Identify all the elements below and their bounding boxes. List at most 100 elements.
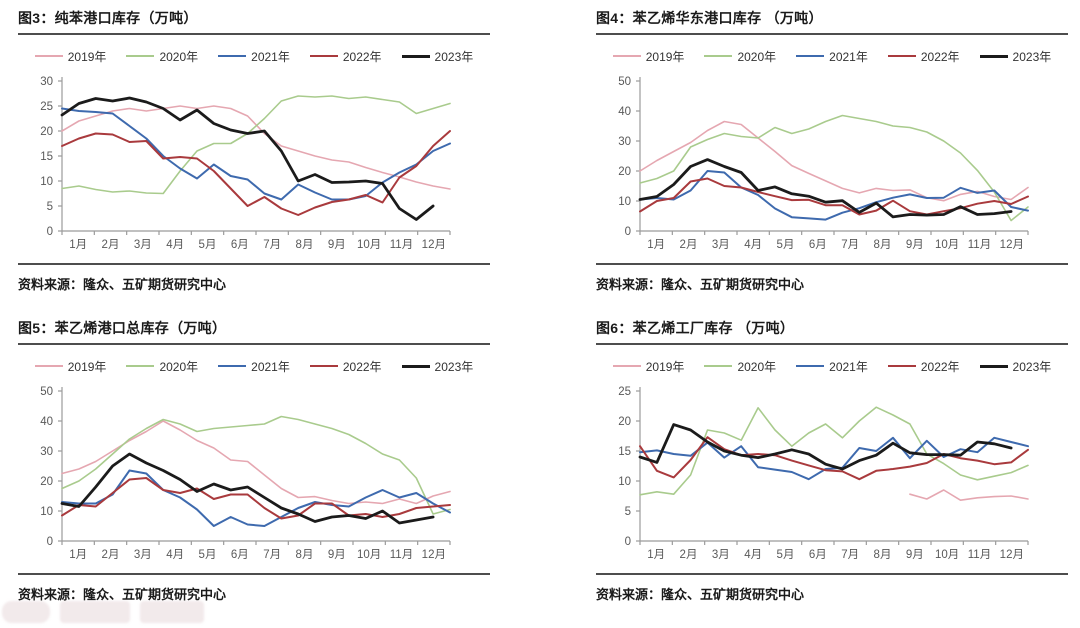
legend-line-swatch [796, 364, 825, 368]
svg-text:8月: 8月 [296, 549, 314, 561]
svg-text:2月: 2月 [102, 549, 120, 561]
svg-text:6月: 6月 [809, 549, 827, 561]
svg-text:10月: 10月 [935, 549, 959, 561]
watermark-shape [0, 598, 52, 625]
svg-text:50: 50 [618, 76, 631, 88]
legend-label: 2020年 [159, 49, 199, 64]
legend-item-2022年: 2022年 [887, 358, 960, 375]
svg-text:10月: 10月 [935, 239, 959, 251]
legend-item-2022年: 2022年 [309, 358, 382, 375]
legend-item-2022年: 2022年 [309, 48, 382, 65]
legend-item-2019年: 2019年 [612, 358, 685, 375]
legend-line-swatch [126, 55, 155, 57]
svg-text:5: 5 [47, 201, 53, 213]
chart-title: 图3：纯苯港口库存（万吨） [18, 10, 198, 26]
chart-area: 0 5 10 15 20 25 1月 2月 3月 4月 5月 6月 7月 8月 9月 10月 11月 12月 [596, 377, 1068, 573]
svg-text:10: 10 [40, 506, 53, 518]
legend-line-swatch [34, 365, 63, 367]
svg-text:9月: 9月 [906, 549, 924, 561]
line-chart-fig6: 0 5 10 15 20 25 1月 2月 3月 4月 5月 6月 7月 8月 9月 10月 11月 12月 [618, 386, 1029, 561]
svg-text:50: 50 [40, 386, 53, 398]
legend-label: 2022年 [920, 359, 960, 374]
svg-text:0: 0 [625, 536, 631, 548]
svg-text:7月: 7月 [841, 549, 859, 561]
legend-label: 2022年 [920, 49, 960, 64]
legend-label: 2023年 [434, 49, 474, 64]
legend-item-2021年: 2021年 [218, 48, 290, 65]
chart-area: 0 10 20 30 40 50 1月 2月 3月 4月 5月 6月 7月 8月 9月 10月 11月 12月 [18, 377, 490, 573]
chart-panel-fig3: 图3：纯苯港口库存（万吨） 2019年 2020年 2021年 2022年 2023年 … [18, 6, 490, 312]
svg-text:10月: 10月 [357, 549, 381, 561]
svg-text:25: 25 [618, 386, 631, 398]
svg-text:2月: 2月 [102, 239, 120, 251]
svg-text:0: 0 [625, 226, 631, 238]
legend-line-swatch [887, 364, 916, 368]
svg-text:0: 0 [47, 226, 53, 238]
svg-text:5: 5 [625, 506, 631, 518]
svg-text:3月: 3月 [712, 239, 730, 251]
legend-label: 2021年 [251, 359, 290, 374]
chart-panel-fig4: 图4：苯乙烯华东港口库存 （万吨） 2019年 2020年 2021年 2022年 20… [596, 6, 1068, 312]
title-divider [18, 343, 490, 345]
legend-label: 2023年 [1012, 49, 1052, 64]
chart-legend: 2019年 2020年 2021年 2022年 2023年 [18, 357, 490, 375]
svg-text:11月: 11月 [968, 549, 991, 561]
legend-line-swatch [401, 364, 430, 368]
legend-item-2023年: 2023年 [401, 48, 474, 65]
watermark [0, 595, 215, 628]
legend-label: 2019年 [645, 359, 685, 374]
svg-text:8月: 8月 [874, 549, 892, 561]
watermark-shape [138, 598, 206, 625]
svg-text:4月: 4月 [744, 549, 762, 561]
chart-bottom-divider [596, 263, 1068, 265]
title-divider [18, 33, 490, 35]
chart-title: 图4：苯乙烯华东港口库存 （万吨） [596, 10, 823, 26]
svg-text:4月: 4月 [166, 239, 184, 251]
svg-text:6月: 6月 [809, 239, 827, 251]
chart-bottom-divider [18, 573, 490, 575]
svg-text:2月: 2月 [680, 549, 698, 561]
svg-text:11月: 11月 [390, 549, 413, 561]
chart-legend: 2019年 2020年 2021年 2022年 2023年 [18, 47, 490, 65]
legend-label: 2020年 [737, 49, 777, 64]
svg-text:5月: 5月 [777, 239, 795, 251]
chart-source: 资料来源：隆众、五矿期货研究中心 [596, 277, 805, 292]
svg-text:1月: 1月 [69, 549, 87, 561]
legend-line-swatch [401, 54, 430, 58]
chart-title: 图5：苯乙烯港口总库存（万吨） [18, 320, 227, 336]
legend-item-2022年: 2022年 [887, 48, 960, 65]
legend-label: 2023年 [434, 359, 474, 374]
svg-text:15: 15 [618, 446, 631, 458]
legend-item-2020年: 2020年 [126, 358, 198, 375]
legend-line-swatch [979, 364, 1008, 368]
svg-text:20: 20 [40, 476, 53, 488]
svg-text:1月: 1月 [69, 239, 87, 251]
svg-text:8月: 8月 [874, 239, 892, 251]
svg-text:7月: 7月 [841, 239, 859, 251]
svg-text:4月: 4月 [744, 239, 762, 251]
legend-line-swatch [309, 364, 338, 368]
svg-text:30: 30 [618, 136, 631, 148]
svg-text:20: 20 [618, 166, 631, 178]
svg-text:7月: 7月 [263, 549, 281, 561]
svg-text:3月: 3月 [134, 239, 152, 251]
legend-label: 2021年 [829, 49, 868, 64]
legend-label: 2022年 [342, 359, 382, 374]
title-divider [596, 33, 1068, 35]
legend-item-2019年: 2019年 [34, 48, 106, 65]
chart-panel-fig5: 图5：苯乙烯港口总库存（万吨） 2019年 2020年 2021年 2022年 2023… [18, 316, 490, 622]
svg-text:10: 10 [40, 176, 53, 188]
svg-text:3月: 3月 [712, 549, 730, 561]
svg-text:30: 30 [40, 76, 53, 88]
legend-line-swatch [309, 54, 338, 58]
legend-item-2021年: 2021年 [218, 358, 290, 375]
legend-item-2020年: 2020年 [126, 48, 198, 65]
legend-label: 2019年 [67, 359, 107, 374]
svg-text:1月: 1月 [647, 549, 665, 561]
legend-label: 2019年 [645, 49, 685, 64]
chart-area: 0 5 10 15 20 25 30 1月 2月 3月 4月 5月 6月 7月 8月 9月 10月 11月 12月 [18, 67, 490, 263]
svg-text:25: 25 [40, 101, 53, 113]
chart-bottom-divider [18, 263, 490, 265]
svg-text:5月: 5月 [199, 239, 217, 251]
